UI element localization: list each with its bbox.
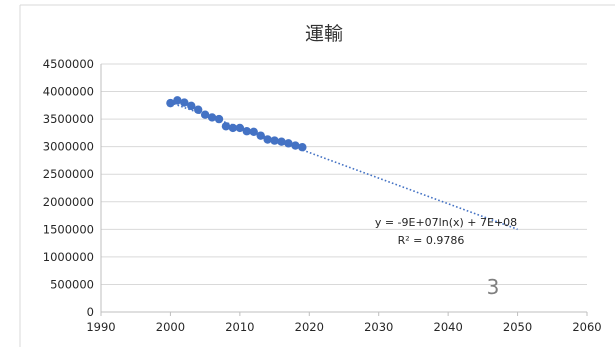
data-point (214, 114, 224, 124)
y-tick-label: 4500000 (43, 57, 94, 71)
y-tick-label: 0 (87, 305, 94, 319)
x-tick-label: 2060 (572, 320, 601, 334)
data-point (173, 96, 182, 105)
data-point (284, 139, 293, 148)
axes (100, 64, 588, 316)
gridlines (101, 63, 587, 285)
y-tick-label: 1500000 (43, 222, 94, 236)
data-point (187, 101, 196, 111)
x-tick-label: 2020 (295, 320, 324, 334)
data-point (256, 131, 265, 140)
data-point (166, 98, 175, 108)
data-point (180, 98, 189, 107)
x-tick-label: 2030 (364, 320, 393, 334)
data-point (242, 127, 251, 136)
trendline-r-squared: R² = 0.9786 (398, 234, 465, 247)
data-point (194, 105, 203, 114)
data-point (263, 135, 272, 144)
y-axis-tick-labels: 0 500000 1000000 1500000 2000000 2500000 30000… (43, 57, 94, 319)
y-tick-label: 2000000 (43, 195, 94, 209)
data-point (298, 143, 307, 152)
y-tick-label: 3500000 (43, 112, 94, 126)
y-tick-label: 3000000 (43, 140, 94, 154)
trendline-equation: y = -9E+07ln(x) + 7E+08 (375, 216, 517, 229)
x-axis-tick-labels: 1990 2000 2010 2020 2030 2040 2050 2060 (86, 320, 601, 334)
x-tick-label: 1990 (86, 320, 115, 334)
y-tick-label: 500000 (50, 277, 94, 291)
data-point (221, 122, 231, 131)
y-tick-label: 2500000 (43, 167, 94, 181)
x-tick-label: 2050 (503, 320, 532, 334)
y-tick-label: 1000000 (43, 250, 94, 264)
data-point (277, 137, 286, 146)
x-tick-label: 2000 (156, 320, 185, 334)
page-number: 3 (487, 275, 500, 299)
chart-title: 運輸 (305, 23, 343, 45)
x-tick-label: 2010 (225, 320, 254, 334)
data-point (200, 110, 210, 119)
data-point (249, 127, 258, 136)
data-point (270, 136, 279, 145)
data-point (291, 141, 300, 150)
y-tick-label: 4000000 (43, 85, 94, 99)
x-tick-label: 2040 (434, 320, 463, 334)
data-points (166, 96, 307, 152)
data-point (228, 123, 238, 133)
data-point (235, 123, 245, 133)
data-point (207, 113, 217, 122)
